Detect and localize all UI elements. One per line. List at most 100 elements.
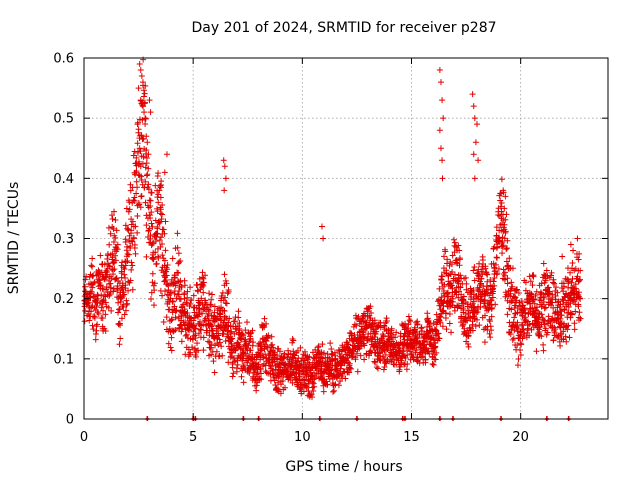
data-point <box>180 319 187 326</box>
data-point <box>149 270 156 277</box>
data-point <box>390 334 397 341</box>
data-point <box>503 246 510 253</box>
data-point <box>517 340 524 347</box>
data-point <box>342 375 349 382</box>
data-point <box>122 307 129 314</box>
data-point <box>469 91 476 98</box>
data-point <box>508 326 515 333</box>
data-point <box>113 227 120 234</box>
data-point <box>142 164 149 171</box>
data-point <box>482 263 489 270</box>
data-point <box>136 132 143 139</box>
data-point <box>500 242 507 249</box>
data-point <box>186 327 193 334</box>
data-point <box>465 343 472 350</box>
data-point <box>140 87 147 94</box>
data-point <box>471 277 478 284</box>
data-point <box>511 314 518 321</box>
data-point <box>557 315 564 322</box>
data-point <box>576 309 583 316</box>
data-point <box>175 288 182 295</box>
data-point <box>550 276 557 283</box>
data-point <box>180 301 187 308</box>
data-point <box>487 334 494 341</box>
data-point <box>563 338 570 345</box>
data-point <box>425 330 432 337</box>
data-point <box>313 363 320 370</box>
data-point <box>495 237 502 244</box>
data-point <box>141 109 148 116</box>
data-point <box>221 187 228 194</box>
data-point <box>202 299 209 306</box>
data-point <box>475 157 482 164</box>
data-point <box>230 370 237 377</box>
data-point <box>263 320 270 327</box>
data-point <box>538 303 545 310</box>
data-point <box>109 216 116 223</box>
data-point <box>443 326 450 333</box>
data-point <box>527 278 534 285</box>
data-point <box>535 324 542 331</box>
data-point <box>93 327 100 334</box>
data-point <box>216 310 223 317</box>
data-point <box>129 238 136 245</box>
data-point <box>143 222 150 229</box>
data-point <box>363 351 370 358</box>
data-point <box>371 358 378 365</box>
data-point <box>164 262 171 269</box>
data-point <box>159 211 166 218</box>
x-tick-label: 15 <box>403 430 420 445</box>
data-point <box>488 286 495 293</box>
data-point <box>434 331 441 338</box>
data-point <box>257 366 264 373</box>
data-point <box>467 314 474 321</box>
data-point <box>211 369 218 376</box>
data-point <box>138 193 145 200</box>
data-point <box>257 350 264 357</box>
data-point <box>107 230 114 237</box>
data-point <box>528 290 535 297</box>
data-point <box>359 331 366 338</box>
data-point <box>159 252 166 259</box>
data-point <box>493 271 500 278</box>
data-point <box>497 203 504 210</box>
data-point <box>98 292 105 299</box>
data-point <box>277 390 284 397</box>
data-point <box>200 304 207 311</box>
data-point <box>396 350 403 357</box>
data-point <box>568 279 575 286</box>
data-point <box>132 223 139 230</box>
data-point <box>311 369 318 376</box>
data-point <box>519 335 526 342</box>
x-tick-label: 0 <box>80 430 88 445</box>
data-point <box>116 341 123 348</box>
data-point <box>152 234 159 241</box>
data-point <box>123 301 130 308</box>
data-point <box>274 352 281 359</box>
data-point <box>377 324 384 331</box>
data-point <box>486 301 493 308</box>
data-point <box>169 309 176 316</box>
data-point <box>147 203 154 210</box>
data-point <box>532 292 539 299</box>
data-point <box>449 298 456 305</box>
data-point <box>200 289 207 296</box>
data-point <box>386 330 393 337</box>
data-point <box>433 349 440 356</box>
data-point <box>570 247 577 254</box>
data-point <box>552 293 559 300</box>
data-point <box>460 306 467 313</box>
data-point <box>221 271 228 278</box>
data-point <box>407 318 414 325</box>
data-point <box>320 350 327 357</box>
data-point <box>432 344 439 351</box>
data-point <box>306 353 313 360</box>
data-point <box>168 316 175 323</box>
data-point <box>458 314 465 321</box>
data-point <box>162 288 169 295</box>
y-axis-label: SRMTID / TECUs <box>6 182 22 295</box>
data-point <box>465 340 472 347</box>
data-point <box>404 361 411 368</box>
data-point <box>446 310 453 317</box>
data-point <box>373 341 380 348</box>
